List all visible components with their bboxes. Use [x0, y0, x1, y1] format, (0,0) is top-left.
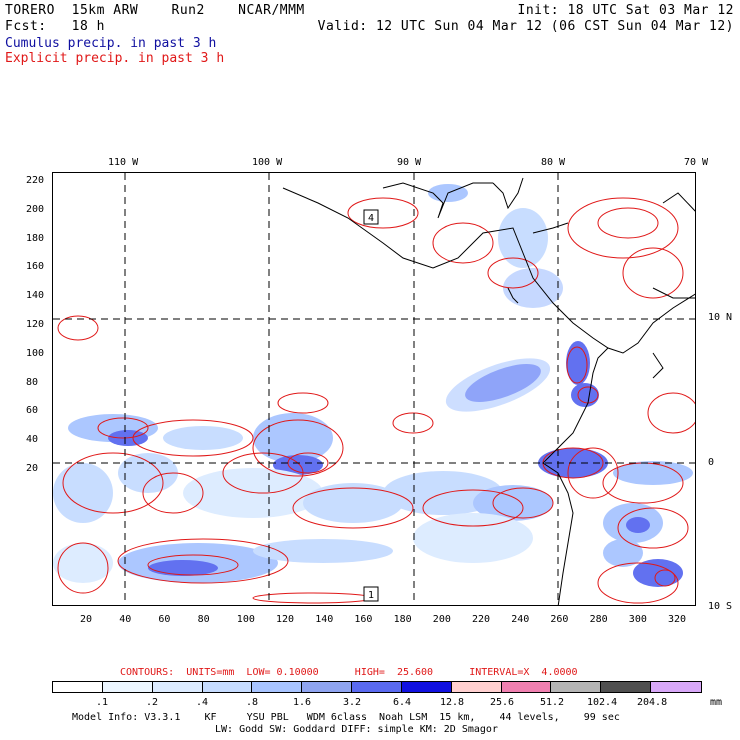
y-tick-label: 140	[26, 290, 45, 302]
colorbar-label: .1	[96, 697, 109, 708]
y-tick-label: 80	[26, 376, 39, 388]
map-canvas: 4 1	[53, 173, 695, 605]
y-tick-label: 60	[26, 405, 39, 417]
x-tick-label: 320	[668, 614, 687, 625]
precip-map: 4 1	[52, 172, 696, 606]
legend-cumulus: Cumulus precip. in past 3 h	[5, 36, 217, 51]
explicit-precip-contours	[57, 197, 695, 604]
colorbar	[52, 681, 702, 693]
header-forecast-hour: Fcst: 18 h	[5, 19, 105, 34]
colorbar-label: .2	[146, 697, 159, 708]
colorbar-swatch	[252, 682, 303, 692]
colorbar-swatch	[53, 682, 103, 692]
x-tick-label: 40	[119, 614, 132, 625]
longitude-label: 70 W	[684, 157, 709, 168]
x-tick-label: 60	[158, 614, 171, 625]
colorbar-swatch	[401, 682, 452, 692]
x-tick-label: 100	[236, 614, 255, 625]
model-info-line2: LW: Godd SW: Goddard DIFF: simple KM: 2D…	[215, 724, 498, 735]
colorbar-label: 12.8	[440, 697, 465, 708]
x-tick-label: 160	[354, 614, 373, 625]
colorbar-label: 204.8	[637, 697, 668, 708]
x-tick-label: 220	[472, 614, 491, 625]
y-tick-label: 180	[26, 232, 45, 244]
x-tick-label: 280	[589, 614, 608, 625]
colorbar-label: 25.6	[490, 697, 515, 708]
model-info-line1: Model Info: V3.3.1 KF YSU PBL WDM 6class…	[72, 712, 620, 723]
y-tick-label: 200	[26, 203, 45, 215]
colorbar-label: 3.2	[343, 697, 362, 708]
cumulus-precip-shading	[53, 184, 693, 587]
y-tick-label: 40	[26, 434, 39, 446]
y-tick-label: 20	[26, 463, 39, 474]
y-tick-label: 120	[26, 319, 45, 330]
y-tick-label: 100	[26, 347, 45, 359]
colorbar-label: 1.6	[293, 697, 312, 708]
header-run-info: TORERO 15km ARW Run2 NCAR/MMM	[5, 3, 305, 18]
latitude-label: 0	[708, 457, 715, 468]
longitude-label: 110 W	[108, 157, 139, 168]
colorbar-swatch	[501, 682, 552, 692]
colorbar-swatch	[302, 682, 353, 692]
x-tick-label: 140	[315, 614, 334, 625]
x-tick-label: 180	[393, 614, 412, 625]
colorbar-swatch	[352, 682, 402, 692]
coastlines	[282, 177, 695, 605]
colorbar-swatch	[551, 682, 602, 692]
colorbar-label: 102.4	[587, 697, 618, 708]
contour-value-labels: 4 1	[363, 209, 379, 602]
contour-label-4: 4	[368, 213, 374, 224]
y-tick-label: 220	[26, 175, 45, 186]
lat-lon-grid	[53, 173, 695, 605]
colorbar-swatch	[202, 682, 253, 692]
colorbar-units: mm	[710, 697, 723, 708]
header-valid-time: Valid: 12 UTC Sun 04 Mar 12 (06 CST Sun …	[317, 19, 734, 34]
legend-explicit: Explicit precip. in past 3 h	[5, 51, 225, 66]
contour-label-1: 1	[368, 590, 374, 601]
latitude-label: 10 S	[708, 601, 733, 612]
longitude-label: 80 W	[541, 157, 566, 168]
longitude-label: 100 W	[252, 157, 283, 168]
x-tick-label: 120	[276, 614, 295, 625]
x-tick-label: 240	[511, 614, 530, 625]
header-init-time: Init: 18 UTC Sat 03 Mar 12	[517, 3, 734, 18]
colorbar-label: 6.4	[393, 697, 412, 708]
contours-info: CONTOURS: UNITS=mm LOW= 0.10000 HIGH= 25…	[120, 667, 578, 678]
latitude-label: 10 N	[708, 312, 733, 323]
colorbar-swatch	[601, 682, 652, 692]
colorbar-label: 51.2	[540, 697, 565, 708]
x-tick-label: 200	[432, 614, 451, 625]
x-tick-label: 300	[628, 614, 647, 625]
y-tick-label: 160	[26, 261, 45, 273]
colorbar-swatch	[152, 682, 203, 692]
colorbar-label: .4	[196, 697, 209, 708]
colorbar-swatch	[451, 682, 502, 692]
x-tick-label: 80	[197, 614, 210, 625]
x-tick-label: 20	[80, 614, 93, 625]
colorbar-swatch	[102, 682, 153, 692]
colorbar-swatch	[651, 682, 701, 692]
x-tick-label: 260	[550, 614, 569, 625]
colorbar-label: .8	[246, 697, 259, 708]
longitude-label: 90 W	[397, 157, 422, 168]
